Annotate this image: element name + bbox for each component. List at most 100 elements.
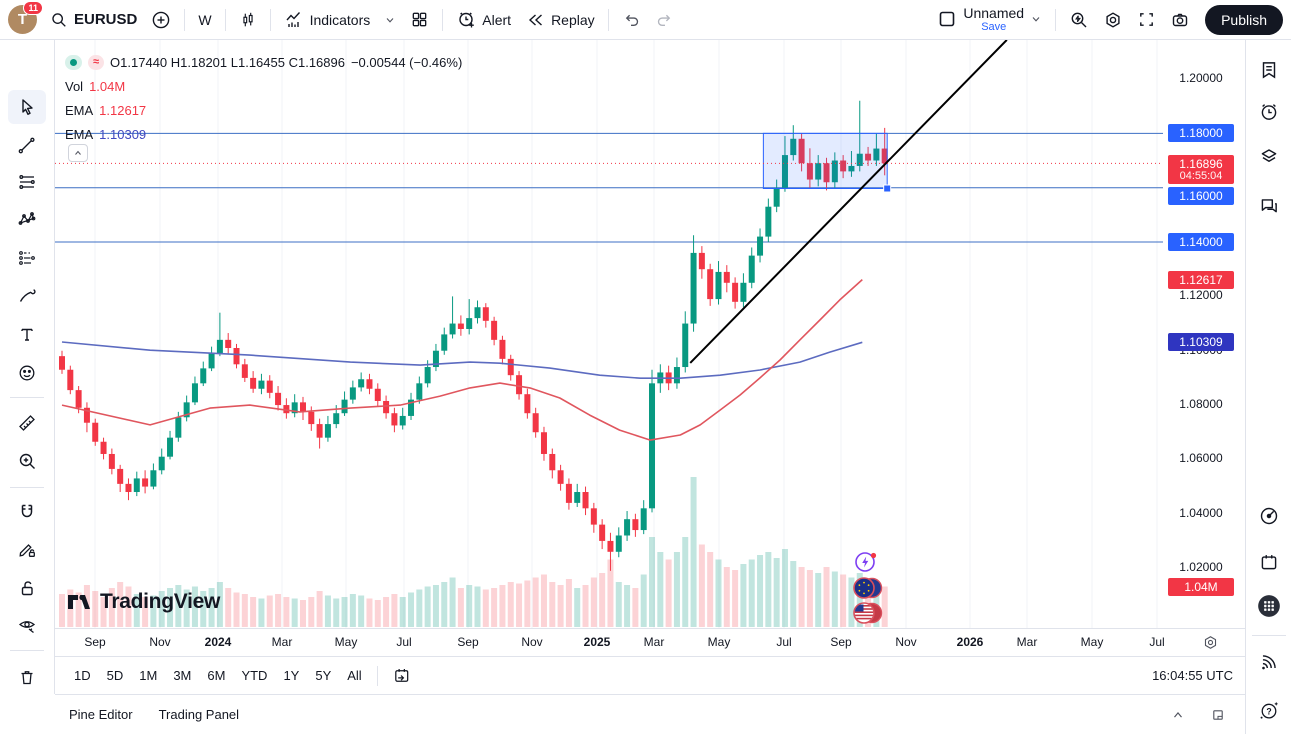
object-tree-button[interactable] [1250, 138, 1288, 174]
grid-layouts-button[interactable] [403, 6, 436, 33]
indicators-button[interactable]: Indicators [277, 6, 378, 34]
time-axis[interactable]: Sep Nov 2024 Mar May Jul Sep Nov 2025 Mar May Jul Se… [55, 628, 1245, 656]
trend-line-tool-button[interactable] [8, 128, 46, 162]
range-button-5d[interactable]: 5D [106, 668, 124, 683]
legend-collapse-button[interactable] [68, 144, 88, 162]
approximation-icon: ≈ [88, 54, 105, 70]
xabcd-pattern-tool-button[interactable] [8, 202, 46, 236]
replay-rewind-icon [525, 10, 545, 30]
price-axis-label: 1.04000 [1179, 505, 1223, 520]
time-axis-label: Nov [521, 635, 543, 649]
ema-fast-value: 1.12617 [99, 102, 147, 118]
tradingview-logo-icon [67, 590, 93, 614]
current-time-utc[interactable]: 16:04:55 UTC [1152, 668, 1233, 683]
chart-canvas[interactable] [55, 40, 1163, 628]
publish-button[interactable]: Publish [1205, 4, 1283, 35]
watchlist-button[interactable] [1250, 52, 1288, 88]
zoom-in-tool-button[interactable] [8, 444, 46, 478]
ema-slow-legend-row[interactable]: EMA 1.10309 [65, 122, 462, 146]
chevron-down-icon [384, 14, 396, 26]
price-axis-label: 1.02000 [1179, 560, 1223, 575]
screener-button[interactable] [1250, 498, 1288, 534]
lock-all-drawings-button[interactable] [8, 571, 46, 605]
time-axis-label: 2025 [583, 635, 611, 649]
compare-add-symbol-button[interactable] [144, 6, 178, 34]
snapshot-button[interactable] [1163, 6, 1197, 34]
replay-button[interactable]: Replay [518, 6, 602, 34]
layout-name-widget[interactable]: Unnamed Save [963, 4, 1025, 34]
range-button-all[interactable]: All [347, 668, 362, 683]
time-axis-label: Nov [895, 635, 917, 649]
symbol-legend-row[interactable]: ≈ O1.17440 H1.18201 L1.16455 C1.16896 −0… [65, 50, 462, 74]
bottom-toolbar: 1D 5D 1M 3M 6M YTD 1Y 5Y All 16:04:55 UTC [55, 656, 1245, 694]
range-button-3m[interactable]: 3M [173, 668, 192, 683]
range-button-1d[interactable]: 1D [74, 668, 91, 683]
us-flag-icon[interactable] [852, 601, 884, 625]
chart-style-button[interactable] [232, 7, 264, 33]
economic-event-lightning-icon[interactable] [854, 550, 878, 574]
gear-icon [1103, 10, 1123, 30]
save-link[interactable]: Save [981, 21, 1007, 34]
emoji-tool-button[interactable] [8, 356, 46, 390]
stay-in-drawing-mode-button[interactable] [8, 533, 46, 567]
range-button-ytd[interactable]: YTD [241, 668, 268, 683]
hide-drawings-button[interactable] [8, 609, 46, 643]
time-axis-label: 2026 [956, 635, 984, 649]
fib-tools-button[interactable] [8, 165, 46, 199]
interval-button[interactable]: W [191, 8, 218, 32]
magnet-mode-button[interactable] [8, 495, 46, 529]
forecast-tools-button[interactable] [8, 241, 46, 275]
go-to-date-button[interactable] [386, 663, 417, 688]
collapse-panel-chevron-icon[interactable] [1165, 702, 1191, 728]
plus-circle-icon [151, 10, 171, 30]
alert-button[interactable]: Alert [449, 6, 518, 34]
range-button-6m[interactable]: 6M [207, 668, 226, 683]
time-axis-label: Sep [830, 635, 852, 649]
range-button-5y[interactable]: 5Y [315, 668, 332, 683]
save-layout-button[interactable]: Unnamed Save [930, 2, 1049, 37]
alerts-panel-button[interactable] [1250, 94, 1288, 130]
quick-search-button[interactable] [1062, 6, 1096, 34]
tab-pine-editor[interactable]: Pine Editor [69, 707, 133, 722]
user-avatar[interactable]: T 11 [8, 1, 43, 34]
layout-name: Unnamed [963, 4, 1025, 21]
redo-button[interactable] [648, 6, 681, 33]
right-sidebar: ? [1245, 40, 1291, 734]
time-axis-label: May [707, 635, 731, 649]
range-button-1y[interactable]: 1Y [283, 668, 300, 683]
time-axis-settings-gear-icon[interactable] [1202, 634, 1219, 651]
streams-button[interactable] [1250, 644, 1288, 680]
avatar-letter: T [17, 11, 28, 28]
text-tool-button[interactable] [8, 317, 46, 351]
volume-legend-row[interactable]: Vol 1.04M [65, 74, 462, 98]
measure-tool-button[interactable] [8, 406, 46, 440]
range-button-1m[interactable]: 1M [139, 668, 158, 683]
economic-calendar-button[interactable] [1250, 544, 1288, 580]
remove-drawings-button[interactable] [8, 660, 46, 694]
maximize-panel-icon[interactable] [1205, 702, 1231, 728]
help-button[interactable]: ? [1250, 692, 1288, 728]
undo-button[interactable] [615, 6, 648, 33]
ema-label: EMA [65, 102, 94, 118]
ema-slow-value: 1.10309 [99, 126, 147, 142]
replay-label: Replay [551, 11, 595, 28]
time-axis-label: Jul [776, 635, 792, 649]
cursor-tool-button[interactable] [8, 90, 46, 124]
chart-pane[interactable]: ≈ O1.17440 H1.18201 L1.16455 C1.16896 −0… [55, 40, 1163, 628]
toolbar-divider [10, 650, 44, 651]
apps-grid-button[interactable] [1250, 588, 1288, 624]
toolbar-divider [184, 8, 186, 31]
ohlc-values: O1.17440 H1.18201 L1.16455 C1.16896 [110, 54, 345, 70]
ema-fast-legend-row[interactable]: EMA 1.12617 [65, 98, 462, 122]
tab-trading-panel[interactable]: Trading Panel [158, 707, 240, 722]
symbol-search-button[interactable]: EURUSD [43, 7, 144, 33]
brush-tool-button[interactable] [8, 279, 46, 313]
indicator-templates-button[interactable] [377, 10, 403, 30]
chat-button[interactable] [1250, 188, 1288, 224]
eu-flag-icon[interactable] [852, 576, 884, 600]
time-axis-label: Jul [396, 635, 412, 649]
indicators-label: Indicators [309, 11, 371, 28]
settings-button[interactable] [1096, 6, 1130, 34]
price-axis[interactable]: 1.200001.120001.100001.080001.060001.040… [1163, 40, 1245, 628]
fullscreen-button[interactable] [1130, 6, 1163, 33]
